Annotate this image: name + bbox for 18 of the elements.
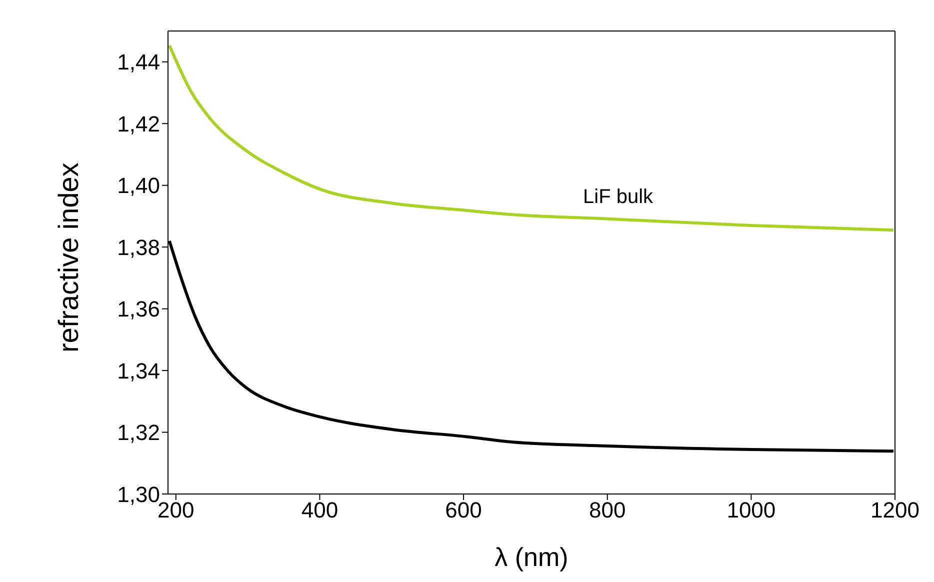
y-tick-label: 1,30 <box>117 482 160 507</box>
y-tick-label: 1,36 <box>117 296 160 322</box>
x-axis-title: λ (nm) <box>494 542 568 572</box>
y-axis-title: refractive index <box>52 162 84 352</box>
x-tick-label: 1200 <box>870 498 920 523</box>
x-tick-label: 400 <box>301 498 338 523</box>
y-tick-label: 1,44 <box>117 50 160 75</box>
x-tick-label: 600 <box>445 498 482 523</box>
y-tick-label: 1,32 <box>117 420 160 446</box>
y-tick-label: 1,42 <box>117 111 160 136</box>
line-series <box>168 44 895 232</box>
x-tick-label: 800 <box>589 498 626 523</box>
x-tick-label: 200 <box>158 498 194 523</box>
annotation: LiF bulk <box>583 186 654 209</box>
y-tick-label: 1,40 <box>117 173 160 198</box>
x-tick-label: 1000 <box>726 498 776 523</box>
y-tick-label: 1,38 <box>117 234 160 260</box>
y-tick-label: 1,34 <box>117 358 160 384</box>
